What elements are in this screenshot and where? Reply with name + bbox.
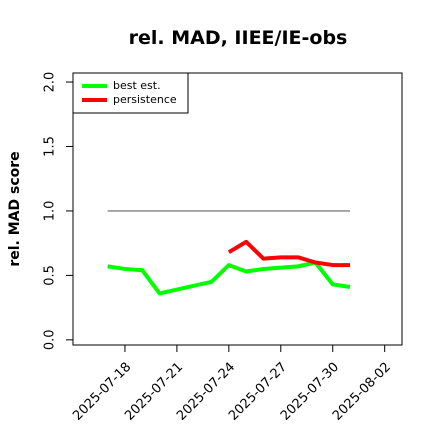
- legend-box: [72, 72, 189, 114]
- y-axis-label: rel. MAD score: [7, 151, 23, 266]
- y-tick-label: 0.0: [43, 329, 58, 350]
- data-line: [227, 239, 351, 268]
- legend-label: best est.: [113, 79, 161, 92]
- y-tick-label: 1.5: [43, 136, 58, 157]
- legend-label: persistence: [113, 93, 177, 106]
- y-tick-label: 2.0: [43, 72, 58, 93]
- chart-title: rel. MAD, IIEE/IE-obs: [129, 27, 348, 49]
- plot-box: [72, 72, 403, 346]
- y-tick-label: 1.0: [43, 201, 58, 222]
- data-line: [107, 260, 351, 296]
- y-tick-label: 0.5: [43, 265, 58, 286]
